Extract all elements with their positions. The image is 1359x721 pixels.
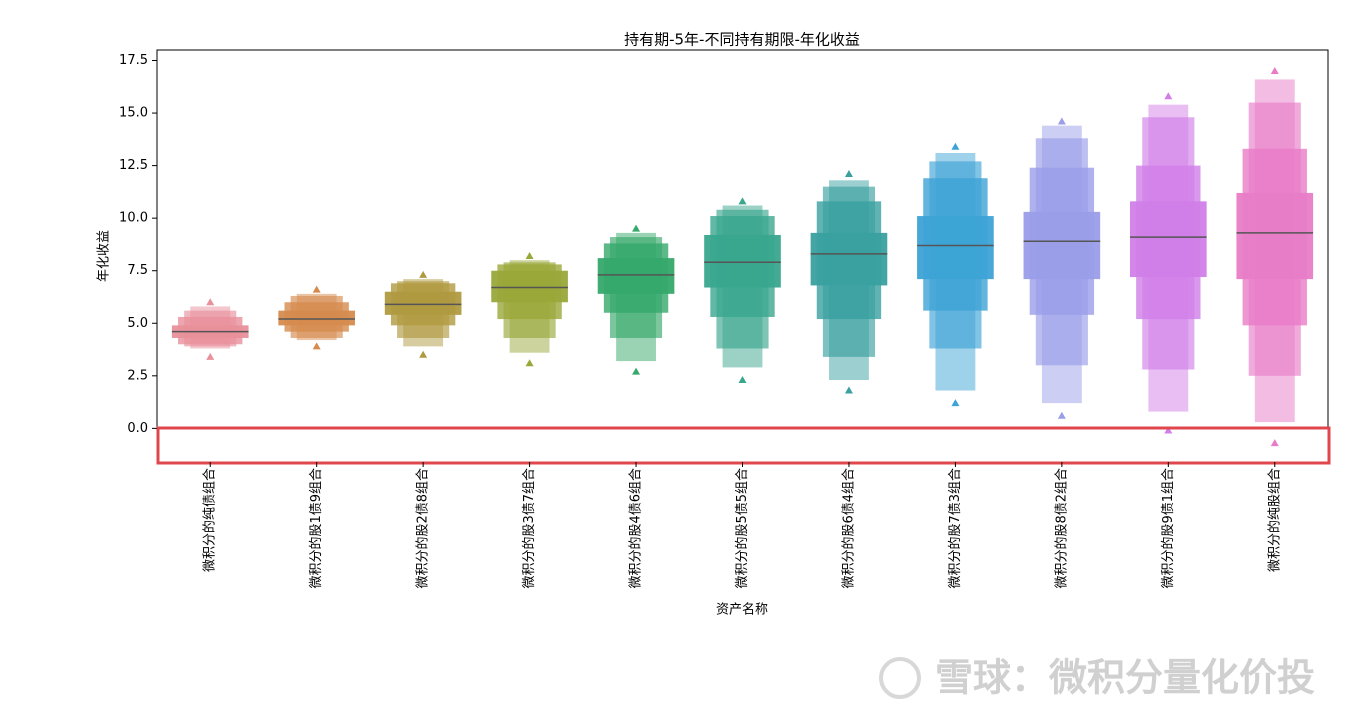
outlier: [525, 359, 534, 367]
y-tick-label: 17.5: [119, 53, 148, 68]
highlight-box: [156, 426, 1331, 465]
x-tick-label: 微积分的股1债9组合: [308, 468, 324, 589]
outlier: [1164, 92, 1173, 100]
outlier: [525, 252, 534, 259]
x-tick-label: 微积分的股7债3组合: [947, 468, 963, 589]
outlier: [1057, 411, 1066, 419]
letter-value-box: [810, 232, 888, 286]
outlier: [312, 342, 321, 350]
outlier: [419, 270, 428, 278]
watermark-logo: [879, 657, 921, 699]
letter-value-box: [1129, 201, 1207, 278]
letter-value-box: [704, 234, 781, 288]
letter-value-box: [597, 258, 675, 294]
x-tick-label: 微积分的股5债5组合: [734, 468, 750, 589]
letter-value-box: [1236, 192, 1314, 280]
x-tick-label: 微积分的纯债组合: [202, 468, 218, 572]
outlier: [844, 170, 853, 178]
outlier: [738, 376, 747, 384]
outlier: [632, 224, 641, 232]
x-tick-label: 微积分的纯股组合: [1266, 468, 1282, 572]
x-tick-label: 微积分的股9债1组合: [1160, 468, 1176, 589]
x-tick-label: 微积分的股2债8组合: [415, 468, 431, 589]
y-axis-label: 年化收益: [97, 230, 112, 282]
letter-value-box: [278, 310, 356, 326]
outlier: [206, 298, 215, 306]
outlier: [1270, 67, 1279, 75]
watermark: 雪球：微积分量化价投: [935, 656, 1315, 700]
outlier: [632, 367, 641, 375]
y-tick-label: 12.5: [119, 158, 148, 173]
outlier: [738, 197, 747, 205]
outlier: [419, 350, 428, 358]
letter-value-box: [917, 216, 994, 280]
outlier: [951, 142, 960, 150]
outlier: [844, 386, 853, 394]
y-tick-label: 5.0: [127, 316, 148, 331]
outlier: [1270, 439, 1279, 447]
letter-value-box: [1023, 211, 1101, 280]
y-tick-label: 15.0: [119, 106, 148, 121]
letter-value-box: [384, 291, 462, 315]
outlier: [951, 399, 960, 407]
x-tick-label: 微积分的股4债6组合: [628, 468, 644, 589]
outlier: [206, 352, 215, 360]
x-tick-label: 微积分的股3债7组合: [521, 468, 537, 589]
x-tick-label: 微积分的股6债4组合: [840, 468, 856, 589]
x-tick-label: 微积分的股8债2组合: [1053, 468, 1069, 589]
y-tick-label: 0.0: [127, 421, 148, 436]
chart-title: 持有期-5年-不同持有期限-年化收益: [624, 31, 860, 49]
outlier: [1057, 117, 1066, 125]
x-axis-label: 资产名称: [716, 602, 768, 618]
outlier: [312, 285, 321, 293]
outlier: [1164, 426, 1173, 434]
y-tick-label: 2.5: [127, 368, 148, 383]
letter-value-box: [491, 270, 568, 303]
y-tick-label: 7.5: [127, 263, 148, 278]
y-tick-label: 10.0: [119, 211, 148, 226]
